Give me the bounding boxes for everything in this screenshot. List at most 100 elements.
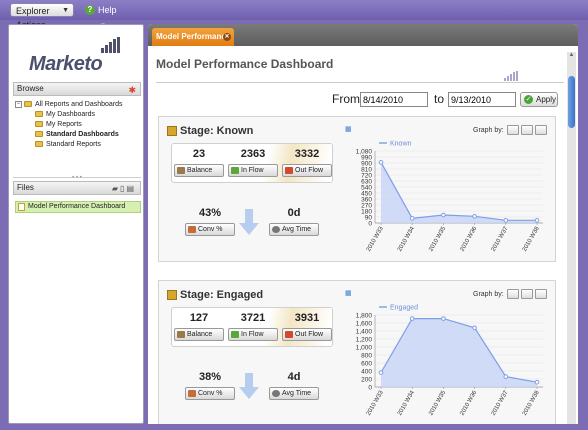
- tree-item-standard-dashboards[interactable]: Standard Dashboards: [15, 130, 141, 140]
- files-label: Files: [17, 183, 34, 192]
- to-label: to: [434, 92, 445, 106]
- help-button[interactable]: ? Help ▼: [84, 3, 124, 29]
- balance-icon: [177, 331, 185, 338]
- out-flow-icon: [285, 331, 293, 338]
- panel-splitter[interactable]: • • •: [13, 175, 141, 181]
- file-item-label: Model Performance Dashboard: [28, 203, 126, 210]
- folder-icon: [35, 141, 43, 148]
- tab-bar: Model Performance .. ✕: [148, 24, 578, 59]
- clock-icon: [272, 390, 280, 397]
- y-tick-label: 630: [361, 179, 372, 186]
- conv-label: Conv %: [198, 226, 223, 233]
- out-flow-label: Out Flow: [295, 331, 324, 338]
- data-point: [378, 370, 384, 375]
- in-flow-button[interactable]: In Flow: [228, 328, 278, 341]
- stage-title: Stage: Engaged: [167, 289, 263, 301]
- tree-item-label: Standard Reports: [46, 141, 101, 148]
- explorer-actions-button[interactable]: Explorer Actions ▼: [10, 3, 74, 30]
- folder-icon: [24, 101, 32, 108]
- marketo-m-icon[interactable]: ✱: [128, 85, 136, 95]
- y-tick-label: 600: [361, 361, 372, 368]
- avg-time-button[interactable]: Avg Time: [269, 223, 319, 236]
- check-icon: ✓: [524, 95, 533, 104]
- avg-time-button[interactable]: Avg Time: [269, 387, 319, 400]
- title-divider: [156, 82, 564, 83]
- balance-value: 23: [192, 148, 206, 160]
- new-folder-icon[interactable]: ▰: [111, 184, 121, 193]
- cube-icon: [167, 126, 177, 136]
- files-header: Files ▰▯▤: [13, 181, 141, 195]
- out-flow-value: 3931: [294, 312, 320, 324]
- cube-icon: [167, 290, 177, 300]
- vertical-scrollbar[interactable]: ▲: [567, 52, 576, 424]
- new-file-icon[interactable]: ▯: [120, 184, 127, 193]
- stat-in-flow: 3721 In Flow: [226, 312, 280, 341]
- graph-by-week-button[interactable]: [521, 289, 533, 299]
- stage-card-known: Stage: Known 23 Balance 2363 In Flow 333…: [158, 116, 556, 262]
- x-tick-label: 2010 W36: [459, 389, 478, 416]
- tree-item-all-reports[interactable]: − All Reports and Dashboards: [15, 100, 141, 110]
- graph-by-day-button[interactable]: [507, 125, 519, 135]
- stats-box: 127 Balance 3721 In Flow 3931 Out Flow: [171, 307, 333, 347]
- conversion-row: 38% Conv % 4d Avg Time: [183, 371, 323, 411]
- collapse-icon[interactable]: −: [15, 100, 22, 108]
- in-flow-value: 2363: [240, 148, 266, 160]
- data-point: [378, 160, 384, 165]
- file-item-model-performance[interactable]: Model Performance Dashboard: [15, 201, 141, 213]
- scroll-up-icon[interactable]: ▲: [568, 52, 575, 58]
- tab-model-performance[interactable]: Model Performance .. ✕: [152, 28, 234, 59]
- stage-card-engaged: Stage: Engaged 127 Balance 3721 In Flow …: [158, 280, 556, 424]
- to-date-input[interactable]: [448, 92, 516, 107]
- y-tick-label: 270: [361, 203, 372, 210]
- graph-by-month-button[interactable]: [535, 289, 547, 299]
- folder-icon: [35, 121, 43, 128]
- x-tick-label: 2010 W37: [491, 389, 510, 416]
- view-options-icon[interactable]: ▤: [126, 184, 136, 193]
- balance-button[interactable]: Balance: [174, 164, 224, 177]
- export-icon[interactable]: ▦: [345, 126, 352, 133]
- tree-item-label: Standard Dashboards: [46, 131, 119, 138]
- x-tick-label: 2010 W34: [397, 389, 416, 416]
- in-flow-button[interactable]: In Flow: [228, 164, 278, 177]
- stat-conv: 43% Conv %: [183, 207, 237, 236]
- y-tick-label: 1,000: [356, 345, 373, 352]
- graph-by-week-button[interactable]: [521, 125, 533, 135]
- logo-bars-icon: [101, 37, 120, 53]
- graph-by-month-button[interactable]: [535, 125, 547, 135]
- tree-item-label: All Reports and Dashboards: [35, 101, 123, 108]
- series-line: [380, 318, 538, 383]
- scroll-thumb[interactable]: [568, 76, 575, 128]
- from-label: From: [332, 92, 360, 106]
- avg-time-value: 4d: [287, 371, 301, 383]
- arrow-down-icon: [239, 373, 259, 399]
- series-line: [380, 162, 537, 221]
- y-tick-label: 1,080: [356, 149, 373, 156]
- out-flow-button[interactable]: Out Flow: [282, 328, 332, 341]
- close-icon[interactable]: ✕: [223, 33, 231, 41]
- data-point: [503, 374, 509, 379]
- avg-time-label: Avg Time: [282, 226, 312, 233]
- logo-text: Marketo: [29, 53, 103, 75]
- tree-item-my-dashboards[interactable]: My Dashboards: [15, 110, 141, 120]
- export-icon[interactable]: ▦: [345, 290, 352, 297]
- y-tick-label: 0: [368, 385, 372, 392]
- out-flow-button[interactable]: Out Flow: [282, 164, 332, 177]
- graph-by-day-button[interactable]: [507, 289, 519, 299]
- tree-item-standard-reports[interactable]: Standard Reports: [15, 140, 141, 150]
- balance-value: 127: [189, 312, 209, 324]
- y-tick-label: 1,800: [356, 313, 373, 320]
- tree-item-my-reports[interactable]: My Reports: [15, 120, 141, 130]
- conv-button[interactable]: Conv %: [185, 223, 235, 236]
- help-icon: ?: [85, 5, 95, 15]
- folder-icon: [35, 131, 43, 138]
- apply-button[interactable]: ✓ Apply: [520, 92, 558, 107]
- conv-button[interactable]: Conv %: [185, 387, 235, 400]
- data-point: [534, 218, 540, 223]
- from-date-input[interactable]: [360, 92, 428, 107]
- stat-out-flow: 3332 Out Flow: [280, 148, 332, 177]
- x-tick-label: 2010 W36: [459, 225, 478, 252]
- graph-by-label: Graph by:: [473, 291, 504, 298]
- balance-button[interactable]: Balance: [174, 328, 224, 341]
- x-tick-label: 2010 W35: [428, 225, 447, 252]
- data-point: [409, 316, 415, 321]
